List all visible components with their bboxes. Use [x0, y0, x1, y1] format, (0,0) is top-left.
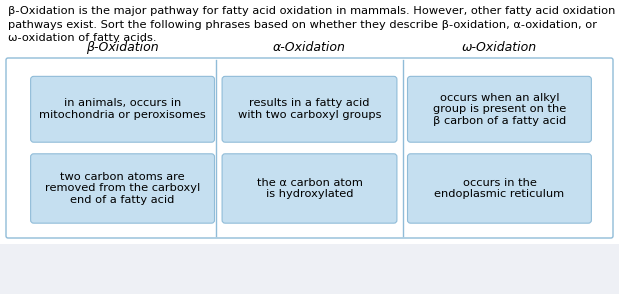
FancyBboxPatch shape — [222, 76, 397, 142]
FancyBboxPatch shape — [222, 154, 397, 223]
FancyBboxPatch shape — [30, 154, 215, 223]
FancyBboxPatch shape — [30, 76, 215, 142]
Text: occurs in the
endoplasmic reticulum: occurs in the endoplasmic reticulum — [435, 178, 565, 199]
Text: occurs when an alkyl
group is present on the
β carbon of a fatty acid: occurs when an alkyl group is present on… — [433, 93, 566, 126]
FancyBboxPatch shape — [407, 154, 591, 223]
Text: β-Oxidation: β-Oxidation — [86, 41, 159, 54]
Text: the α carbon atom
is hydroxylated: the α carbon atom is hydroxylated — [256, 178, 363, 199]
Text: ω-Oxidation: ω-Oxidation — [462, 41, 537, 54]
Text: two carbon atoms are
removed from the carboxyl
end of a fatty acid: two carbon atoms are removed from the ca… — [45, 172, 200, 205]
Text: results in a fatty acid
with two carboxyl groups: results in a fatty acid with two carboxy… — [238, 98, 381, 120]
Text: α-Oxidation: α-Oxidation — [273, 41, 346, 54]
Bar — [0, 244, 619, 294]
Text: β-Oxidation is the major pathway for fatty acid oxidation in mammals. However, o: β-Oxidation is the major pathway for fat… — [8, 6, 615, 16]
Text: pathways exist. Sort the following phrases based on whether they describe β-oxid: pathways exist. Sort the following phras… — [8, 19, 597, 29]
Bar — [0, 0, 619, 244]
Text: in animals, occurs in
mitochondria or peroxisomes: in animals, occurs in mitochondria or pe… — [39, 98, 206, 120]
Text: ω-oxidation of fatty acids.: ω-oxidation of fatty acids. — [8, 33, 157, 43]
FancyBboxPatch shape — [6, 58, 613, 238]
FancyBboxPatch shape — [407, 76, 591, 142]
